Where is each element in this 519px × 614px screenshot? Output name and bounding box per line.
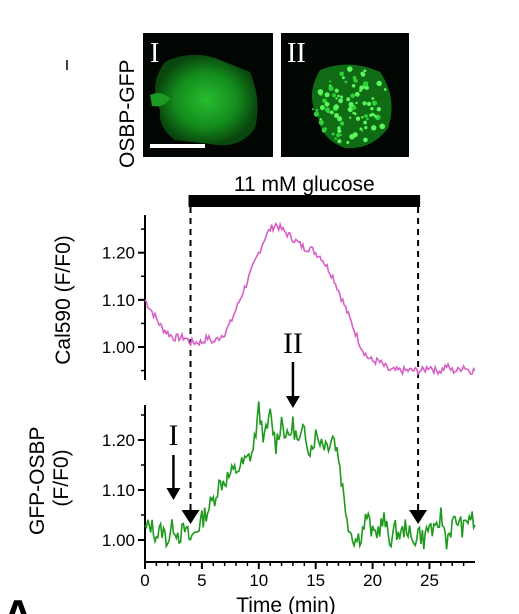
micrograph-panel-ii-label: II	[287, 38, 306, 69]
gfp_osbp-y-tick-label-0: 1.00	[102, 531, 135, 550]
micrograph-panel-ii: II	[281, 33, 409, 157]
x-tick-label-4: 20	[363, 571, 382, 590]
x-tick-label-2: 10	[249, 571, 268, 590]
glucose-stimulus-label: 11 mM glucose	[234, 173, 375, 196]
x-tick-label-0: 0	[140, 571, 149, 590]
micrograph-panel-i: I	[143, 33, 273, 157]
time-x-axis-label: Time (min)	[236, 594, 336, 614]
chart-annotations: III	[166, 327, 428, 524]
cal590-y-tick-label-0: 1.00	[102, 338, 135, 357]
micrograph-panel-i-label: I	[150, 38, 159, 69]
x-tick-label-1: 5	[197, 571, 206, 590]
cell-ii-speckles	[311, 66, 387, 144]
cal590-y-axis-label: Cal590 (F/F0)	[52, 235, 75, 365]
gfp_osbp-y-tick-label-1: 1.10	[102, 481, 135, 500]
cal590-y-ticks: 1.00 1.10 1.20	[102, 228, 145, 372]
cell-i-shape	[155, 54, 258, 146]
cal590-chart: 1.00 1.10 1.20 Cal590 (F/F0)	[52, 215, 476, 380]
cal590-y-tick-label-2: 1.20	[102, 244, 135, 263]
gfp-osbp-y-axis-label: GFP-OSBP (F/F0)	[26, 421, 73, 535]
micrograph-row-label: OSBP-GFP	[116, 59, 139, 168]
gfp-osbp-y-ticks: 1.00 1.10 1.20	[102, 414, 145, 550]
gfp-osbp-chart: 1.00 1.10 1.20 GFP-OSBP (F/F0)	[26, 401, 476, 562]
cal590-y-tick-label-1: 1.10	[102, 291, 135, 310]
glucose-stimulus-bar	[188, 195, 421, 207]
x-tick-label-5: 25	[420, 571, 439, 590]
time-x-axis: 0 5 10 15 20 25 Time (min)	[140, 561, 475, 614]
annotation-arrow-head-0	[166, 488, 181, 500]
gfp-osbp-series-line	[144, 401, 476, 550]
stimulus-marker-triangle-0	[181, 510, 200, 524]
cal590-series-line	[144, 221, 476, 377]
time-x-ticks: 0 5 10 15 20 25	[140, 562, 465, 590]
x-tick-label-3: 15	[306, 571, 325, 590]
panel-letter: A	[2, 591, 34, 614]
annotation-label-i: I	[168, 419, 178, 452]
stimulus-marker-triangle-1	[409, 510, 428, 524]
annotation-arrow-head-1	[285, 396, 300, 408]
gfp-osbp-y-axis-label-line-2: (F/F0)	[50, 449, 73, 506]
annotation-label-ii: II	[283, 327, 303, 360]
gfp-osbp-y-axis-label-line-1: GFP-OSBP	[26, 427, 49, 535]
gfp_osbp-y-tick-label-2: 1.20	[102, 431, 135, 450]
